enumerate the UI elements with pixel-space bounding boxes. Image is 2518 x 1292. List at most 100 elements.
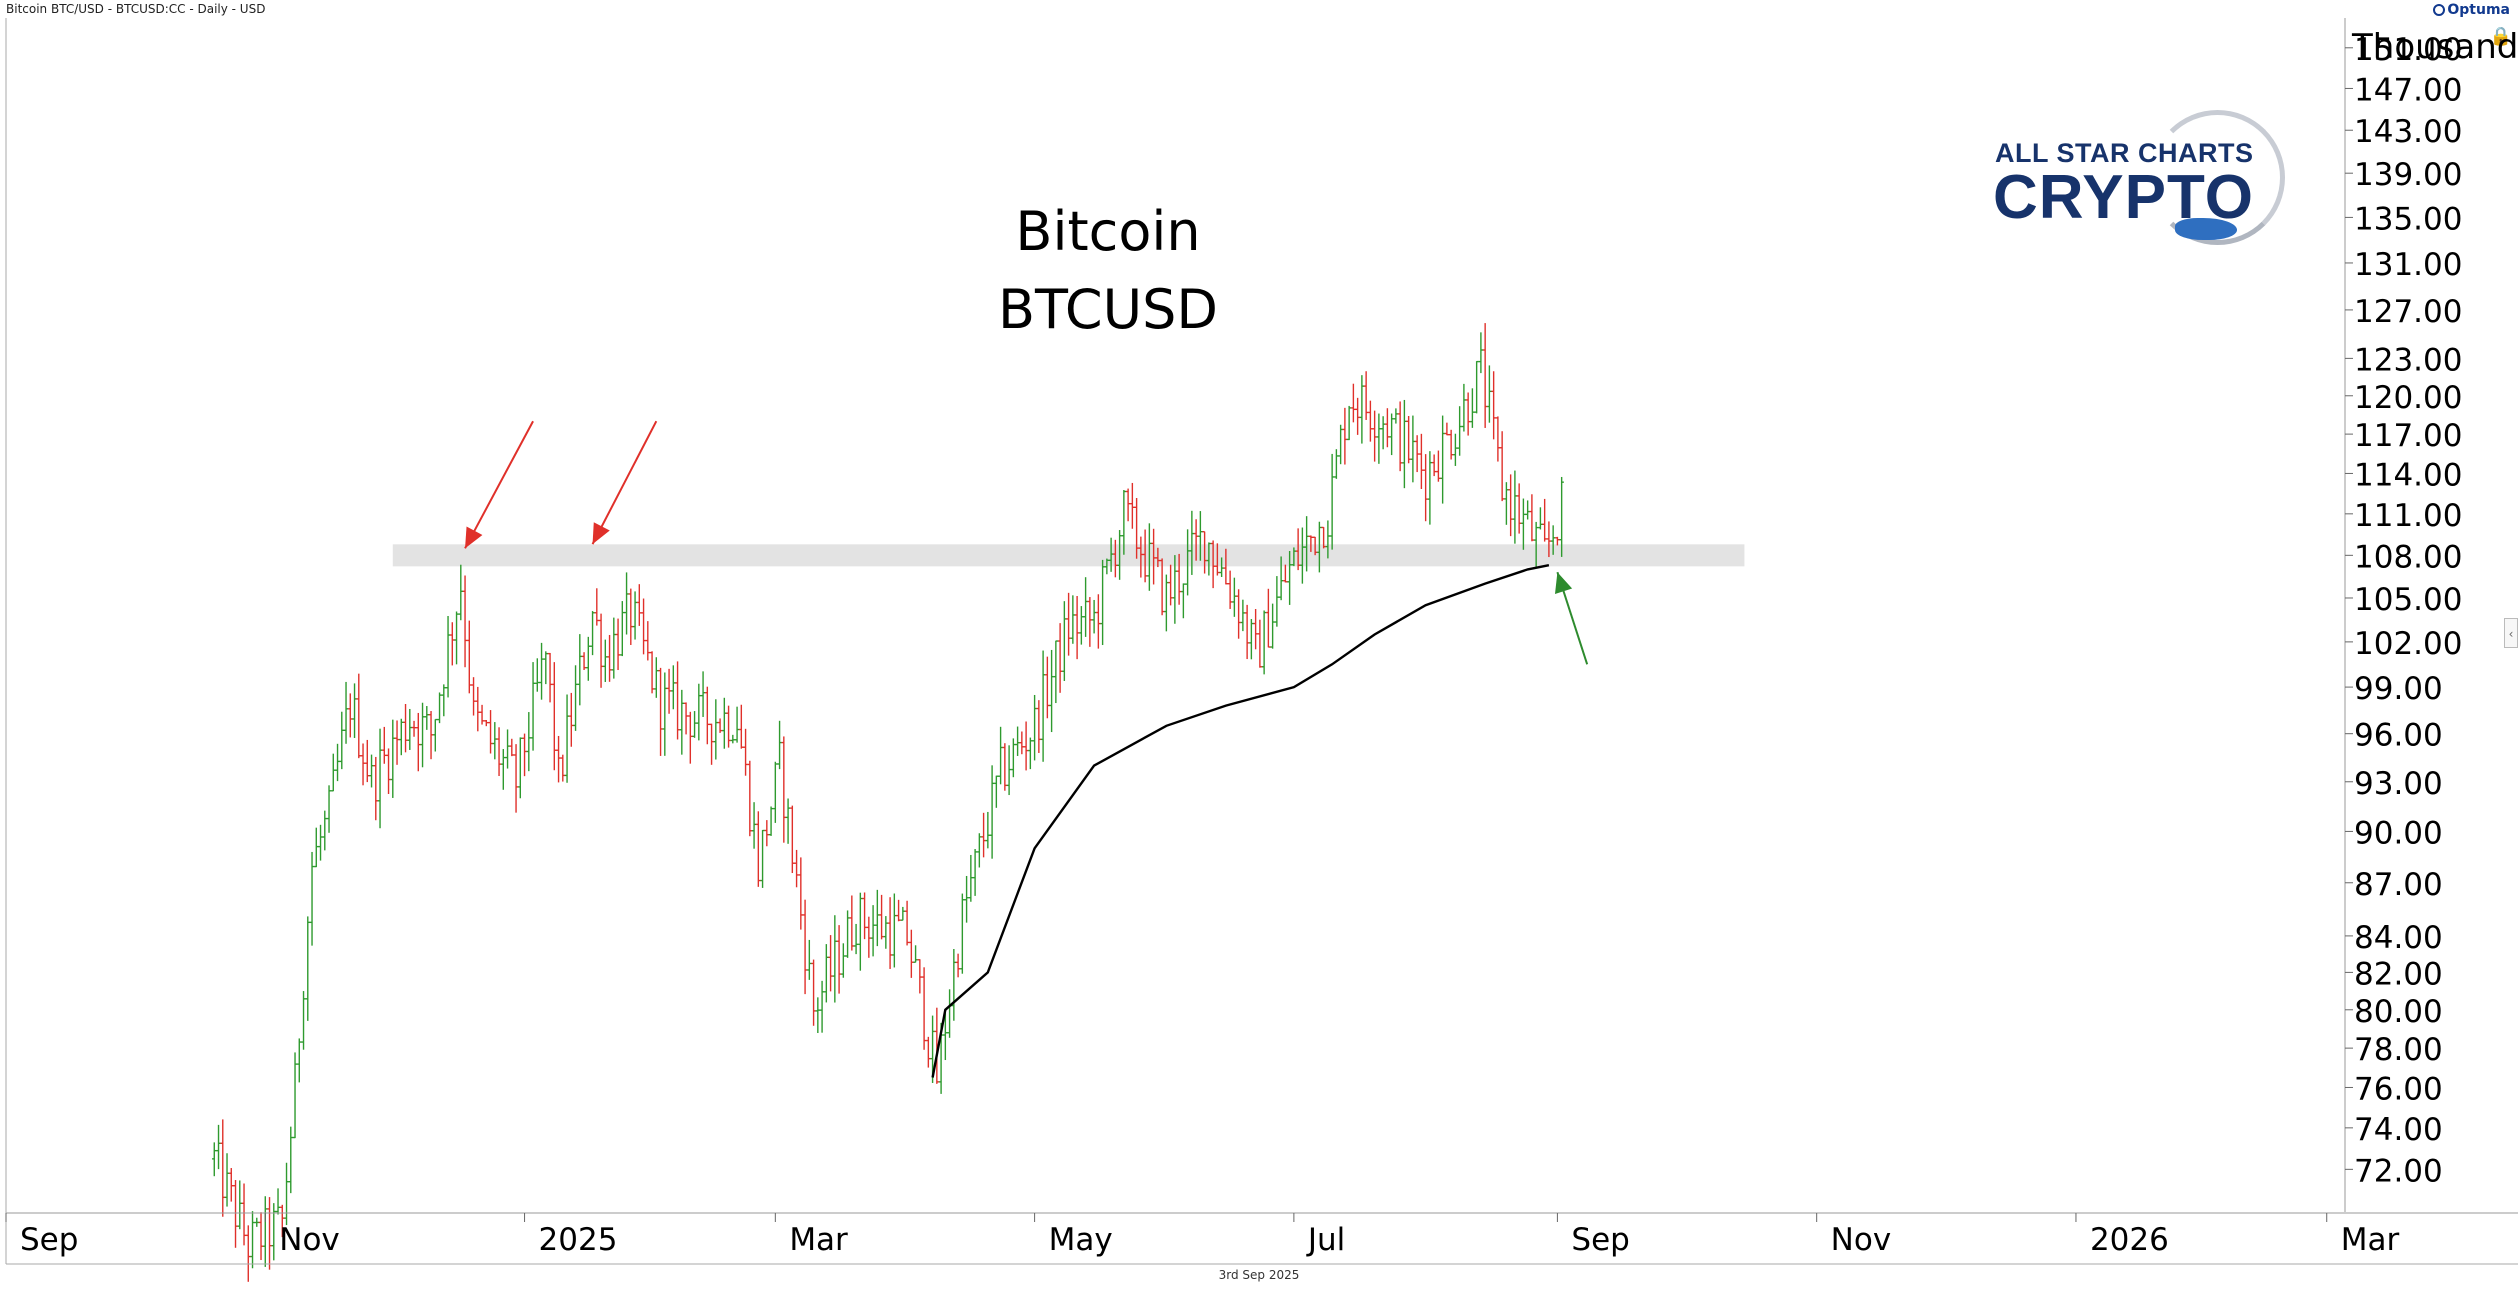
candle (751, 802, 757, 849)
candle (794, 849, 799, 888)
candle (1079, 606, 1084, 645)
candle (1168, 564, 1173, 606)
candle (1317, 521, 1322, 573)
candle (1176, 553, 1182, 605)
candle (705, 686, 710, 745)
candle (649, 651, 655, 694)
candle (1130, 482, 1135, 529)
x-tick-label: Mar (2341, 1222, 2400, 1258)
candle (1321, 526, 1326, 549)
candle (909, 929, 914, 978)
candle (1215, 543, 1220, 576)
chart-description: Bitcoin BTC/USD - BTCUSD:CC - Daily - US… (6, 2, 266, 16)
candle (1185, 529, 1190, 596)
candle (267, 1197, 272, 1270)
arrow-head (592, 522, 610, 545)
candle (1487, 365, 1492, 423)
candle (212, 1142, 217, 1177)
candle (530, 662, 536, 751)
candle (1006, 745, 1012, 796)
candle (1359, 375, 1365, 444)
candle (658, 667, 663, 756)
arrow-head (1554, 572, 1573, 595)
candle (679, 689, 685, 755)
candle (1100, 559, 1105, 646)
y-tick-label: 93.00 (2354, 766, 2443, 802)
candle (1533, 521, 1539, 567)
candle (964, 875, 969, 923)
candle (764, 820, 770, 847)
candle (1423, 454, 1428, 522)
logo-line1: ALL STAR CHARTS (1995, 138, 2254, 168)
candle (1402, 399, 1407, 489)
candle (628, 588, 634, 645)
candle (1555, 536, 1560, 546)
candles-layer (212, 323, 1564, 1282)
candle (292, 1052, 298, 1139)
candle (1011, 738, 1016, 778)
candle (1206, 542, 1212, 576)
candle (386, 748, 391, 794)
candle (1151, 528, 1156, 585)
candle (1410, 415, 1416, 483)
candle (471, 677, 476, 716)
candle (1266, 588, 1271, 648)
candle (577, 634, 583, 706)
candle (399, 718, 404, 756)
candle (233, 1180, 238, 1248)
candle (1406, 415, 1411, 464)
candle (1244, 604, 1250, 660)
candle (645, 621, 651, 661)
candle (284, 1162, 289, 1226)
candle (1351, 383, 1356, 423)
candle (513, 744, 519, 813)
candle (547, 652, 553, 703)
candle (832, 915, 838, 1003)
candle (1249, 619, 1254, 660)
candle (1393, 408, 1399, 424)
candle (972, 849, 978, 896)
y-tick-label: 72.00 (2354, 1153, 2443, 1189)
candle (1287, 551, 1292, 605)
candle (220, 1119, 225, 1217)
candle (951, 948, 957, 1021)
resistance-band-layer (392, 544, 1745, 567)
candle (683, 702, 689, 735)
candle (318, 824, 323, 861)
y-tick-label: 87.00 (2354, 867, 2443, 903)
candle (454, 611, 459, 665)
candle (297, 1038, 302, 1083)
candle (556, 735, 561, 783)
candle (1104, 558, 1110, 575)
candle (887, 897, 893, 969)
lock-icon[interactable]: 🔒 (2489, 26, 2512, 47)
candle (309, 851, 315, 946)
optuma-brand-text: Optuma (2447, 2, 2510, 18)
candle (1559, 476, 1564, 557)
candle (1453, 433, 1458, 466)
candle (1147, 523, 1152, 591)
y-tick-label: 90.00 (2354, 815, 2443, 851)
candle (424, 706, 429, 730)
candle (802, 899, 808, 995)
candle (607, 634, 612, 682)
y-tick-label: 111.00 (2354, 498, 2462, 534)
candle (1189, 510, 1195, 575)
candle (581, 652, 587, 670)
green-arrow (1554, 571, 1589, 665)
x-tick-label: 2026 (2090, 1222, 2169, 1258)
y-axis: 151.00 147.00 143.00 139.00 135.00 131.00 127.… (2345, 32, 2462, 1189)
y-tick-label: 108.00 (2354, 539, 2462, 575)
candle (1474, 360, 1479, 414)
candle (462, 575, 468, 668)
candle (756, 811, 761, 887)
candle (586, 636, 591, 681)
candle (713, 699, 719, 760)
candle (428, 711, 434, 760)
candle (229, 1168, 234, 1202)
candle (552, 662, 557, 771)
candle (722, 697, 727, 749)
candle (301, 991, 306, 1050)
candle (1142, 529, 1148, 583)
